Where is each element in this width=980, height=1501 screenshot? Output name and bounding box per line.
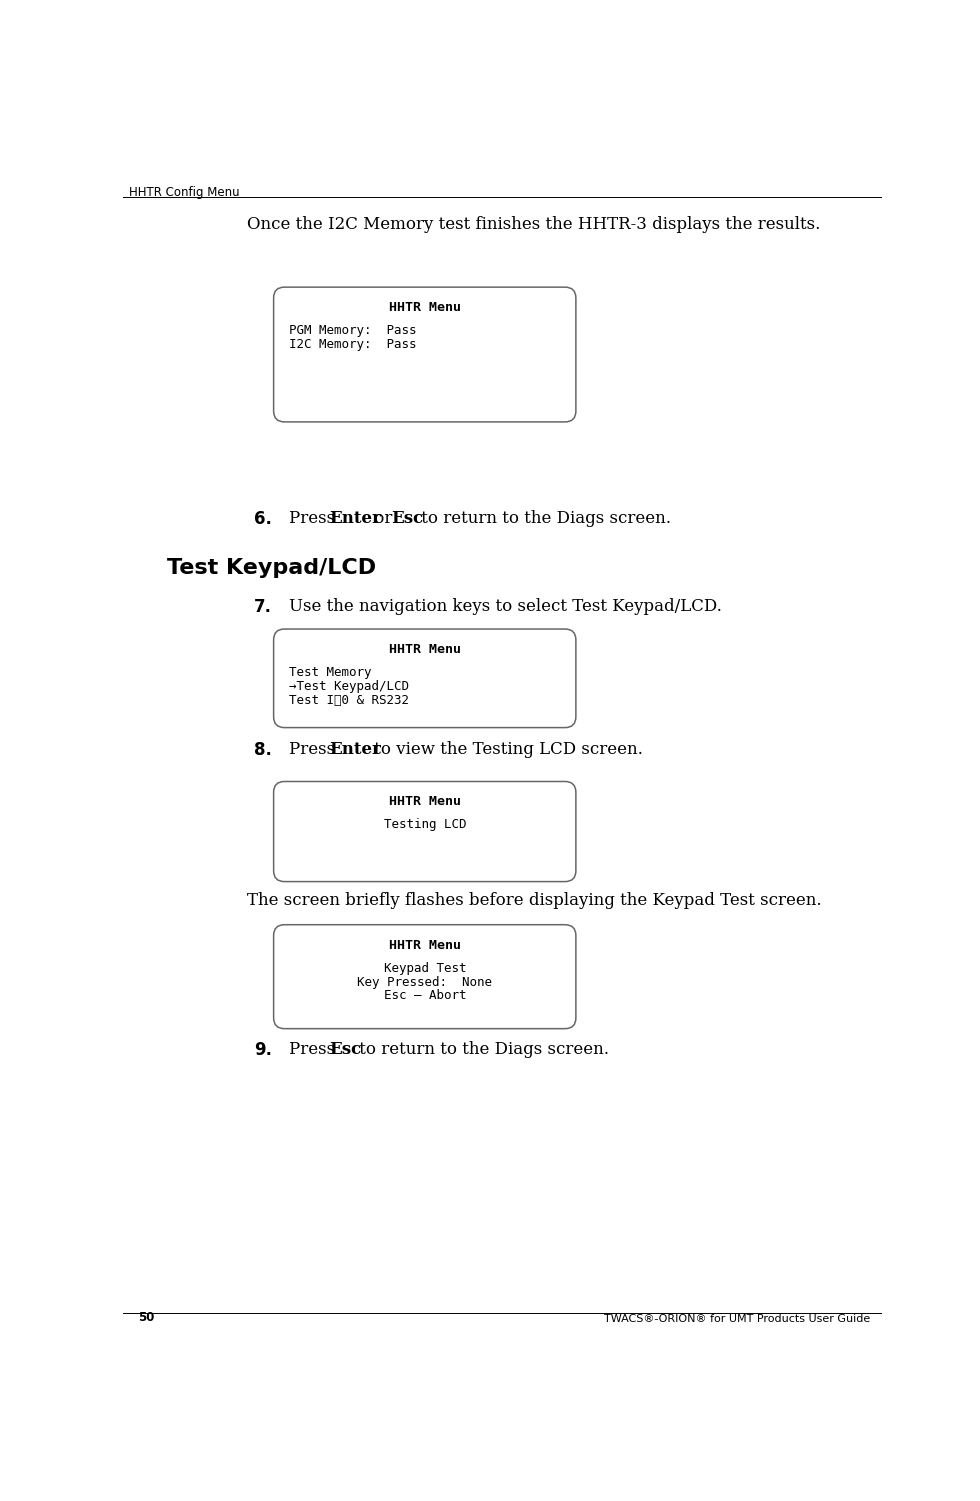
- Text: HHTR Menu: HHTR Menu: [389, 302, 461, 314]
- Text: Enter: Enter: [329, 740, 381, 758]
- Text: 50: 50: [138, 1310, 155, 1324]
- Text: to view the Testing LCD screen.: to view the Testing LCD screen.: [369, 740, 643, 758]
- Text: to return to the Diags screen.: to return to the Diags screen.: [354, 1042, 609, 1058]
- Text: Key Pressed:  None: Key Pressed: None: [358, 976, 492, 989]
- Text: PGM Memory:  Pass: PGM Memory: Pass: [289, 324, 416, 338]
- Text: Esc: Esc: [391, 510, 423, 527]
- Text: Test I⁄0 & RS232: Test I⁄0 & RS232: [289, 693, 409, 707]
- Text: Once the I2C Memory test finishes the HHTR-3 displays the results.: Once the I2C Memory test finishes the HH…: [247, 216, 820, 233]
- Text: Press: Press: [289, 740, 340, 758]
- Text: Test Memory: Test Memory: [289, 666, 371, 678]
- Text: 6.: 6.: [254, 510, 272, 528]
- Text: Press: Press: [289, 1042, 340, 1058]
- Text: HHTR Menu: HHTR Menu: [389, 642, 461, 656]
- Text: Testing LCD: Testing LCD: [383, 818, 466, 832]
- Text: 9.: 9.: [254, 1042, 272, 1060]
- Text: Test Keypad/LCD: Test Keypad/LCD: [167, 558, 375, 578]
- Text: I2C Memory:  Pass: I2C Memory: Pass: [289, 338, 416, 351]
- FancyBboxPatch shape: [273, 925, 576, 1028]
- Text: →Test Keypad/LCD: →Test Keypad/LCD: [289, 680, 409, 693]
- Text: or: or: [369, 510, 398, 527]
- Text: Enter: Enter: [329, 510, 381, 527]
- Text: The screen briefly flashes before displaying the Keypad Test screen.: The screen briefly flashes before displa…: [247, 893, 821, 910]
- Text: HHTR Menu: HHTR Menu: [389, 796, 461, 809]
- Text: Use the navigation keys to select Test Keypad/LCD.: Use the navigation keys to select Test K…: [289, 599, 722, 615]
- Text: Keypad Test: Keypad Test: [383, 962, 466, 974]
- Text: HHTR Menu: HHTR Menu: [389, 938, 461, 952]
- FancyBboxPatch shape: [273, 782, 576, 881]
- Text: Esc: Esc: [329, 1042, 362, 1058]
- Text: HHTR Config Menu: HHTR Config Menu: [128, 186, 239, 200]
- Text: 8.: 8.: [254, 740, 272, 758]
- Text: Esc – Abort: Esc – Abort: [383, 989, 466, 1003]
- FancyBboxPatch shape: [273, 629, 576, 728]
- Text: 7.: 7.: [254, 599, 272, 617]
- Text: TWACS®-ORION® for UMT Products User Guide: TWACS®-ORION® for UMT Products User Guid…: [604, 1313, 870, 1324]
- FancyBboxPatch shape: [273, 287, 576, 422]
- Text: to return to the Diags screen.: to return to the Diags screen.: [416, 510, 671, 527]
- Text: Press: Press: [289, 510, 340, 527]
